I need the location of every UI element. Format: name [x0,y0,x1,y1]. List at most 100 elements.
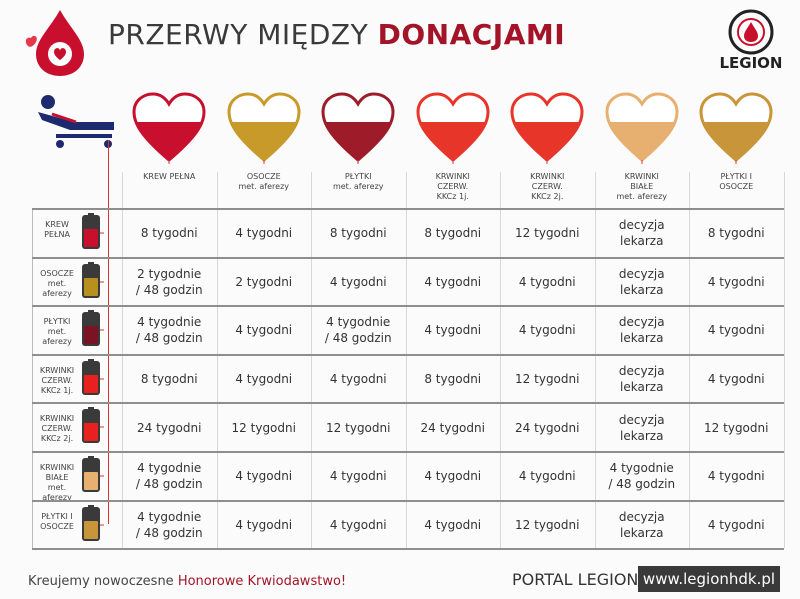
logo-mascot [25,10,84,76]
title: PRZERWY MIĘDZY DONACJAMI [108,18,565,51]
column-name: KRWINKI CZERW. [530,172,565,191]
column-line [311,172,312,549]
blood-bag [82,261,104,298]
row-separator [32,402,784,405]
heart-icon [605,92,679,164]
row-name: KRWINKI BIAŁE [39,463,75,482]
footer-text: Kreujemy nowoczesne [28,574,174,589]
row-header: PŁYTKI met. aferezy [34,317,80,347]
table-cell: 4 tygodni [518,274,576,289]
column-header: OSOCZE met. aferezy [237,172,292,192]
row-sub: KKCz 2j. [40,434,74,444]
table-cell: 4 tygodni [707,372,765,387]
table-cell: decyzja lekarza [618,266,665,297]
table-cell: decyzja lekarza [618,218,665,249]
heart-icon [132,92,206,164]
donor-icon [38,95,114,148]
column-name: PŁYTKI I OSOCZE [719,172,754,191]
table-cell: 4 tygodni [235,323,293,338]
row-name: PŁYTKI [43,317,71,327]
row-name: PŁYTKI I OSOCZE [40,511,74,531]
column-line [122,172,123,549]
table-cell: 4 tygodnie / 48 godzin [135,315,203,346]
table-cell: 4 tygodnie / 48 godzin [135,509,203,540]
column-line [783,172,785,549]
table-cell: 8 tygodni [329,226,387,241]
table-cell: 12 tygodni [704,420,769,435]
row-separator [32,451,784,453]
website-url[interactable]: www.legionhdk.pl [638,566,780,592]
table-cell: 4 tygodni [235,226,293,241]
table-cell: 24 tygodni [515,420,580,435]
row-name: OSOCZE [40,268,74,278]
table-cell: 4 tygodni [424,323,482,338]
table-cell: 8 tygodni [140,226,198,241]
heart-icon [321,92,395,164]
table-cell: decyzja lekarza [618,412,665,443]
column-header: PŁYTKI met. aferezy [331,172,386,192]
red-guide [108,140,109,524]
table-cell: 4 tygodni [707,274,765,289]
blood-bag [82,358,104,395]
column-line [594,172,596,549]
heart-icon [227,92,301,164]
table-cell: 4 tygodni [235,372,293,387]
column-name: KREW PEŁNA [143,172,196,181]
row-separator [32,499,784,502]
column-sub: KKCz 1j. [436,192,469,201]
column-sub: met. aferezy [332,182,384,191]
blood-bag [82,310,104,347]
column-header: KREW PEŁNA [142,172,197,182]
row-header: OSOCZE met. aferezy [34,269,80,299]
row-header: KRWINKI CZERW. KKCz 2j. [34,414,80,444]
blood-bag [82,213,104,249]
table-cell: 4 tygodnie / 48 godzin [324,315,392,346]
row-header: KREW PEŁNA [34,220,80,240]
row-separator [32,548,784,551]
row-separator [32,256,784,259]
table-cell: decyzja lekarza [618,364,665,395]
table-cell: 12 tygodni [231,420,296,435]
table-cell: 2 tygodni [235,274,293,289]
title-main: PRZERWY MIĘDZY [108,18,369,51]
table-cell: 12 tygodni [326,420,391,435]
heart-icon [510,92,584,164]
table-cell: decyzja lekarza [618,315,665,346]
row-header: KRWINKI CZERW. KKCz 1j. [34,366,80,396]
column-header: PŁYTKI I OSOCZE [709,172,764,192]
column-name: PŁYTKI [344,172,372,181]
row-name: KREW PEŁNA [44,220,70,239]
heart-icon [416,92,490,164]
column-name: OSOCZE [246,172,281,181]
table-cell: 24 tygodni [137,420,202,435]
table-cell: 4 tygodnie / 48 godzin [608,461,676,492]
column-sub: KKCz 2j. [531,192,564,201]
table-cell: 4 tygodnie / 48 godzin [135,461,203,492]
column-name: KRWINKI CZERW. [435,172,470,191]
table-cell: 4 tygodni [235,517,293,532]
table-cell: 4 tygodni [329,274,387,289]
heart-icon [699,92,773,164]
row-separator [32,208,784,210]
column-line [689,172,690,549]
table-cell: 12 tygodni [515,517,580,532]
blood-bag [82,504,104,541]
table-cell: 4 tygodni [518,323,576,338]
column-sub: met. aferezy [238,182,290,191]
row-sub: met. aferezy [42,327,72,347]
row-sub: met. aferezy [42,278,72,298]
row-name: KRWINKI CZERW. [39,414,75,434]
column-name: KRWINKI BIAŁE [624,172,659,191]
table-cell: 4 tygodni [518,469,576,484]
table-cell: 4 tygodni [424,469,482,484]
column-sub: met. aferezy [616,192,668,201]
table-cell: 2 tygodnie / 48 godzin [135,266,203,297]
table-cell: 4 tygodni [707,517,765,532]
table-cell: 24 tygodni [420,420,485,435]
column-line [500,172,501,549]
table-cell: 8 tygodni [424,372,482,387]
column-header: KRWINKI BIAŁE met. aferezy [615,172,670,202]
table-cell: 4 tygodni [329,469,387,484]
table-cell: 8 tygodni [140,372,198,387]
